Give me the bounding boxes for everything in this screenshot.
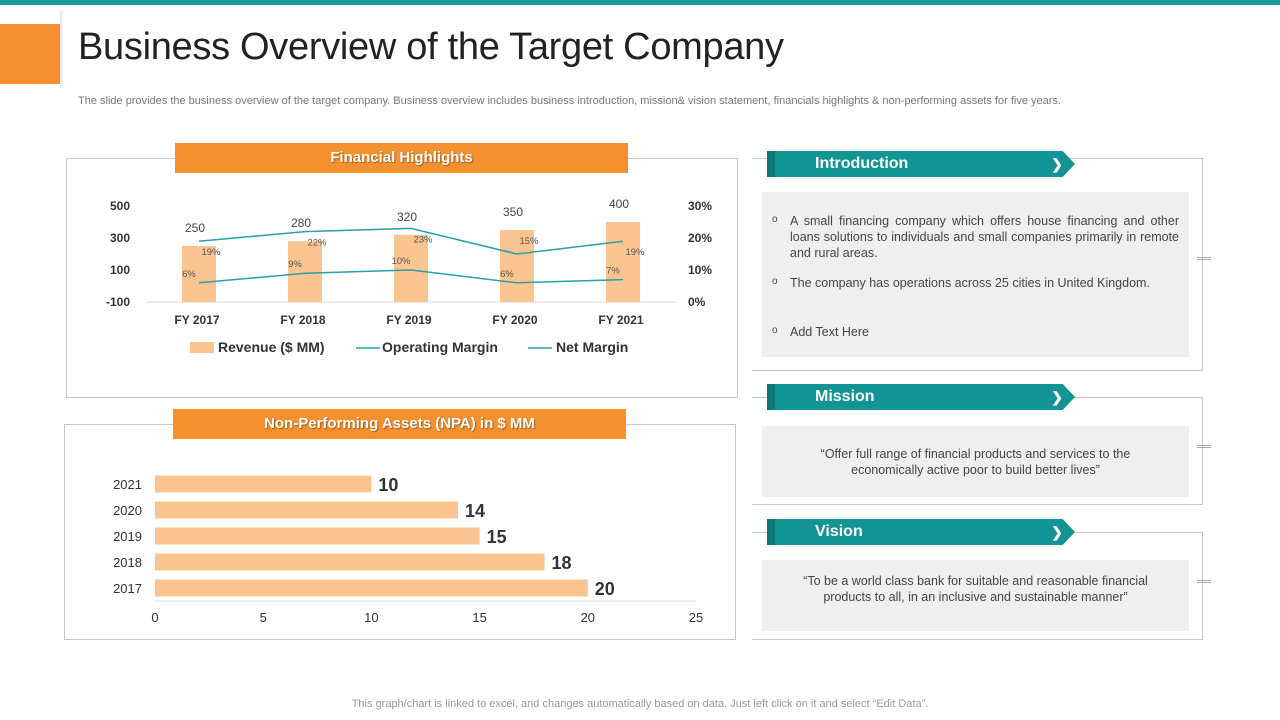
y-right-tick-label: 20% [688,231,712,245]
y-left-tick-label: 300 [110,231,130,245]
net-margin-data-label: 7% [606,266,620,277]
x-tick-label: FY 2018 [280,313,325,327]
revenue-data-label: 280 [291,216,311,230]
net-margin-data-label: 10% [391,256,411,267]
introduction-bullet: o The company has operations across 25 c… [772,275,1179,291]
x-tick-label: FY 2021 [598,313,643,327]
revenue-data-label: 400 [609,197,629,211]
chevron-right-icon: ❯ [1051,389,1063,405]
vision-box: “To be a world class bank for suitable a… [762,560,1189,631]
y-left-tick-label: 100 [110,263,130,277]
y-left-tick-label: 500 [110,199,130,213]
introduction-bullet-text: A small financing company which offers h… [790,214,1179,260]
revenue-bar [182,246,216,302]
operating-margin-data-label: 23% [413,234,433,245]
introduction-bullet: o Add Text Here [772,324,1179,340]
legend-net-margin-label: Net Margin [556,339,628,355]
revenue-bar [394,234,428,302]
introduction-bullet: o A small financing company which offers… [772,213,1179,261]
vision-label: Vision [815,523,863,540]
vision-text: “To be a world class bank for suitable a… [803,574,1148,604]
legend-operating-margin-label: Operating Margin [382,339,498,355]
operating-margin-data-label: 19% [625,247,645,258]
revenue-bar [606,222,640,302]
y-right-tick-label: 10% [688,263,712,277]
y-left-tick-label: -100 [106,295,130,309]
bullet-icon: o [772,325,778,336]
mission-heading: Mission ❯ [767,384,1075,410]
introduction-bullet-text: Add Text Here [790,325,869,339]
revenue-data-label: 350 [503,205,523,219]
operating-margin-data-label: 22% [307,238,327,249]
revenue-data-label: 320 [397,210,417,224]
y-tick-label: 2020 [113,503,142,518]
revenue-data-label: 250 [185,221,205,235]
orange-title-tab [0,24,60,84]
legend-revenue-swatch [190,342,214,353]
y-tick-label: 2019 [113,529,142,544]
y-tick-label: 2018 [113,555,142,570]
npa-bar [155,501,458,519]
net-margin-data-label: 9% [288,259,302,270]
bullet-icon: o [772,214,778,225]
x-tick-label: 10 [364,610,378,625]
footer-note: This graph/chart is linked to excel, and… [351,698,929,710]
introduction-box: o A small financing company which offers… [762,192,1189,357]
mission-label: Mission [815,388,875,405]
x-tick-label: 20 [581,610,595,625]
npa-bar [155,553,545,571]
page-title: Business Overview of the Target Company [78,26,784,68]
net-margin-line [198,269,624,284]
x-tick-label: 5 [260,610,267,625]
introduction-label: Introduction [815,155,909,172]
y-tick-label: 2017 [113,581,142,596]
introduction-heading: Introduction ❯ [767,151,1075,177]
x-tick-label: FY 2019 [386,313,431,327]
npa-data-label: 18 [552,553,572,573]
x-tick-label: FY 2020 [492,313,537,327]
npa-bar [155,527,480,545]
financial-highlights-header: Financial Highlights [175,143,628,173]
legend-revenue-label: Revenue ($ MM) [218,339,325,355]
revenue-bar [500,230,534,302]
npa-data-label: 14 [465,501,485,521]
vision-heading: Vision ❯ [767,519,1075,545]
chevron-right-icon: ❯ [1051,524,1063,540]
npa-data-label: 20 [595,579,615,599]
mission-text: “Offer full range of financial products … [820,447,1131,477]
financial-highlights-chart[interactable]: 500 300 100 -100 30% 20% 10% 0% 250 280 320 350 400 F… [66,158,738,398]
npa-chart[interactable]: 2021 10 2020 14 2019 15 2018 18 2017 20 0 5 10 15 20 25 [64,424,736,640]
npa-data-label: 15 [487,527,507,547]
operating-margin-data-label: 15% [519,236,539,247]
npa-header: Non-Performing Assets (NPA) in $ MM [173,409,626,439]
revenue-bar [288,241,322,302]
top-accent-bar [0,0,1280,5]
title-divider [60,10,64,88]
npa-bar [155,579,588,597]
net-margin-data-label: 6% [182,269,196,280]
mission-frame-tick [1197,445,1211,448]
net-margin-data-label: 6% [500,269,514,280]
npa-data-label: 10 [378,475,398,495]
x-tick-label: FY 2017 [174,313,219,327]
chevron-right-icon: ❯ [1051,156,1063,172]
npa-bar [155,475,372,493]
x-tick-label: 0 [151,610,158,625]
x-tick-label: 25 [689,610,703,625]
operating-margin-line [198,227,624,255]
mission-box: “Offer full range of financial products … [762,426,1189,497]
y-tick-label: 2021 [113,477,142,492]
page-subtitle: The slide provides the business overview… [78,95,1061,107]
introduction-bullet-text: The company has operations across 25 cit… [790,276,1150,290]
operating-margin-data-label: 19% [201,247,221,258]
introduction-frame-tick [1197,257,1211,260]
y-right-tick-label: 30% [688,199,712,213]
vision-frame-tick [1197,580,1211,583]
x-tick-label: 15 [472,610,486,625]
y-right-tick-label: 0% [688,295,706,309]
bullet-icon: o [772,276,778,287]
